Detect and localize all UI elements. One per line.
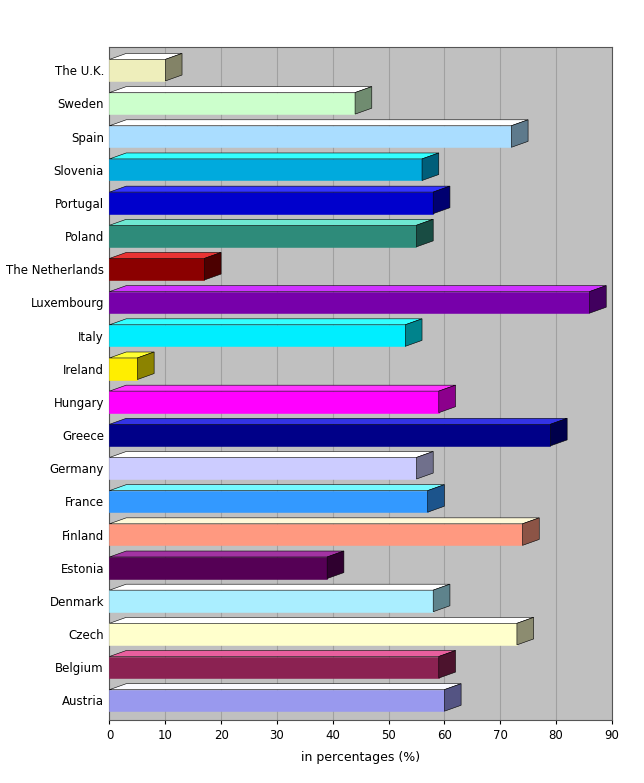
Polygon shape bbox=[109, 352, 154, 358]
Bar bbox=[109, 424, 551, 446]
Polygon shape bbox=[439, 651, 455, 678]
Polygon shape bbox=[204, 252, 221, 280]
Polygon shape bbox=[109, 252, 221, 258]
Polygon shape bbox=[517, 617, 534, 645]
Polygon shape bbox=[109, 219, 433, 226]
Polygon shape bbox=[109, 53, 182, 60]
Polygon shape bbox=[109, 286, 606, 291]
Polygon shape bbox=[109, 485, 444, 491]
Polygon shape bbox=[109, 418, 567, 424]
Polygon shape bbox=[417, 452, 433, 479]
Polygon shape bbox=[137, 352, 154, 380]
Polygon shape bbox=[444, 684, 461, 711]
Bar bbox=[109, 60, 166, 81]
Polygon shape bbox=[355, 87, 372, 114]
Bar bbox=[109, 358, 137, 380]
Bar bbox=[109, 291, 589, 313]
Polygon shape bbox=[109, 120, 528, 126]
Bar bbox=[109, 392, 439, 413]
Bar bbox=[109, 623, 517, 645]
Polygon shape bbox=[109, 651, 455, 656]
Polygon shape bbox=[327, 551, 344, 579]
Polygon shape bbox=[109, 153, 439, 159]
Polygon shape bbox=[109, 584, 450, 590]
Bar bbox=[109, 192, 433, 214]
Bar bbox=[109, 656, 439, 678]
Polygon shape bbox=[422, 153, 439, 181]
Polygon shape bbox=[109, 684, 461, 690]
Polygon shape bbox=[405, 319, 422, 346]
Bar bbox=[109, 159, 422, 181]
Polygon shape bbox=[109, 452, 433, 457]
Bar bbox=[109, 258, 204, 280]
Polygon shape bbox=[109, 87, 372, 92]
Polygon shape bbox=[433, 186, 450, 214]
Bar bbox=[109, 690, 444, 711]
Polygon shape bbox=[511, 120, 528, 147]
Polygon shape bbox=[109, 617, 534, 623]
Polygon shape bbox=[109, 518, 539, 524]
Polygon shape bbox=[417, 219, 433, 247]
Bar bbox=[109, 92, 355, 114]
Polygon shape bbox=[109, 319, 422, 325]
Bar bbox=[109, 226, 417, 247]
Polygon shape bbox=[439, 385, 455, 413]
Polygon shape bbox=[551, 418, 567, 446]
Bar bbox=[109, 325, 405, 346]
Polygon shape bbox=[166, 53, 182, 81]
Bar bbox=[109, 557, 327, 579]
Bar bbox=[109, 491, 428, 512]
Bar bbox=[109, 590, 433, 612]
Polygon shape bbox=[109, 551, 344, 557]
X-axis label: in percentages (%): in percentages (%) bbox=[301, 751, 420, 763]
Bar bbox=[109, 126, 511, 147]
Polygon shape bbox=[109, 186, 450, 192]
Polygon shape bbox=[589, 286, 606, 313]
Polygon shape bbox=[433, 584, 450, 612]
Polygon shape bbox=[522, 518, 539, 546]
Polygon shape bbox=[109, 385, 455, 392]
Bar bbox=[109, 524, 522, 546]
Bar bbox=[109, 457, 417, 479]
Polygon shape bbox=[428, 485, 444, 512]
